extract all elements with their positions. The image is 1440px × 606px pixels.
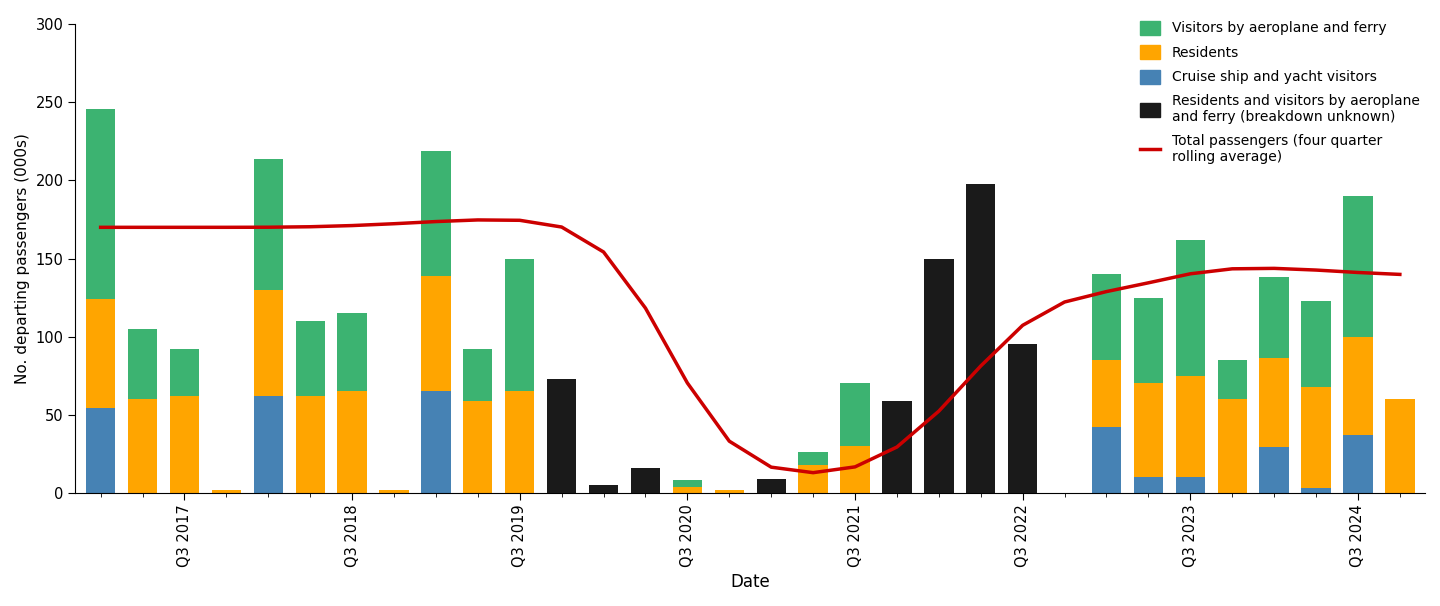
Bar [1218, 360, 1247, 399]
Bar [1260, 447, 1289, 493]
Bar [295, 321, 325, 396]
Bar [86, 299, 115, 408]
Bar [756, 479, 786, 493]
Bar [672, 487, 703, 493]
Bar [1260, 359, 1289, 447]
Bar [128, 329, 157, 399]
Bar [1385, 399, 1414, 493]
Bar [464, 401, 492, 493]
Bar [1092, 360, 1122, 427]
Bar [756, 481, 786, 493]
Bar [212, 490, 240, 493]
Bar [966, 184, 995, 493]
Bar [170, 349, 199, 396]
Bar [86, 108, 115, 299]
Bar [1175, 477, 1205, 493]
Bar [1218, 399, 1247, 493]
Bar [422, 151, 451, 276]
Bar [883, 401, 912, 493]
Bar [672, 481, 703, 487]
Bar [1344, 336, 1372, 435]
Bar [464, 349, 492, 401]
Bar [589, 485, 618, 493]
Bar [1133, 298, 1164, 384]
Bar [798, 452, 828, 465]
Bar [505, 391, 534, 493]
Bar [841, 384, 870, 446]
Bar [714, 490, 744, 493]
Bar [1092, 427, 1122, 493]
Bar [1175, 376, 1205, 477]
Bar [170, 396, 199, 493]
Bar [924, 259, 953, 493]
Bar [798, 465, 828, 493]
Bar [1302, 488, 1331, 493]
Y-axis label: No. departing passengers (000s): No. departing passengers (000s) [14, 133, 30, 384]
Bar [924, 443, 953, 493]
Bar [337, 313, 367, 391]
Legend: Visitors by aeroplane and ferry, Residents, Cruise ship and yacht visitors, Resi: Visitors by aeroplane and ferry, Residen… [1135, 15, 1426, 170]
Bar [253, 159, 282, 290]
Bar [422, 391, 451, 493]
Bar [1133, 477, 1164, 493]
Bar [295, 396, 325, 493]
Bar [1133, 384, 1164, 477]
Bar [337, 391, 367, 493]
X-axis label: Date: Date [730, 573, 770, 591]
Bar [1344, 196, 1372, 336]
Bar [841, 446, 870, 493]
Bar [1175, 240, 1205, 376]
Bar [631, 468, 660, 493]
Bar [253, 396, 282, 493]
Bar [86, 408, 115, 493]
Bar [1260, 278, 1289, 359]
Bar [547, 379, 576, 493]
Bar [505, 259, 534, 391]
Bar [547, 490, 576, 493]
Bar [1302, 301, 1331, 387]
Bar [379, 490, 409, 493]
Bar [883, 490, 912, 493]
Bar [253, 290, 282, 396]
Bar [1092, 274, 1122, 360]
Bar [1302, 387, 1331, 488]
Bar [1344, 435, 1372, 493]
Bar [128, 399, 157, 493]
Bar [422, 276, 451, 391]
Bar [1008, 344, 1037, 493]
